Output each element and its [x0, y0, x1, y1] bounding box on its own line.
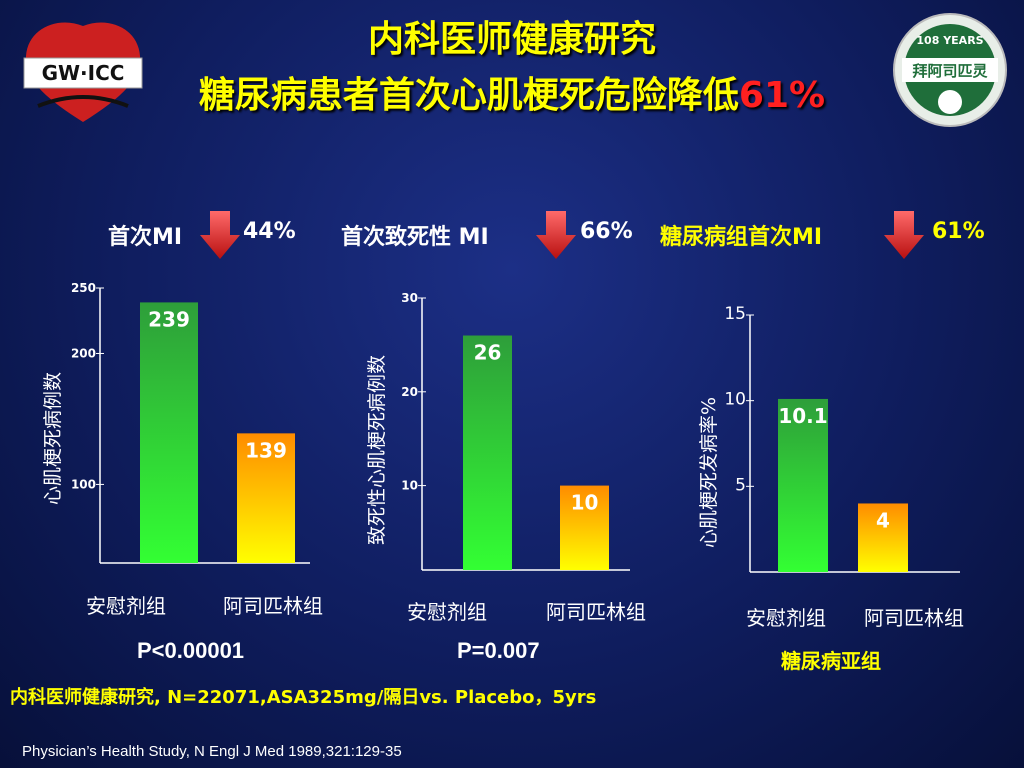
y-tick-label: 200: [71, 346, 96, 360]
bar-placebo: [463, 335, 512, 570]
header-first-mi-value: 44%: [243, 219, 296, 244]
bar-placebo: [778, 398, 828, 572]
subtitle-main: 糖尿病患者首次心肌梗死危险降低: [198, 75, 739, 116]
bar-value-label: 10.1: [778, 404, 827, 428]
chart2-category-placebo: 安慰剂组: [407, 600, 487, 624]
bar-value-label: 239: [148, 307, 190, 331]
y-tick-label: 30: [401, 291, 418, 305]
bar-value-label: 139: [245, 438, 287, 462]
chart1-p-value: P<0.00001: [137, 638, 245, 663]
y-tick-label: 100: [71, 477, 96, 491]
page-subtitle: 糖尿病患者首次心肌梗死危险降低61%: [0, 66, 1024, 118]
subtitle-highlight: 61%: [738, 75, 826, 116]
y-tick-label: 10: [401, 479, 418, 493]
header-fatal-mi-value: 66%: [580, 219, 633, 244]
chart3-category-placebo: 安慰剂组: [746, 606, 826, 630]
chart2-category-aspirin: 阿司匹林组: [546, 600, 646, 624]
study-footnote: 内科医师健康研究, N=22071,ASA325mg/隔日vs. Placebo…: [10, 687, 597, 708]
bar-placebo: [140, 302, 198, 563]
bayer-108-years-logo: 108 YEARS 拜阿司匹灵: [893, 13, 1007, 127]
y-tick-label: 20: [401, 385, 418, 399]
down-arrow-icon: [200, 211, 240, 259]
header-diabetes-mi-value: 61%: [932, 219, 985, 244]
logo-brand-text: 拜阿司匹灵: [912, 62, 988, 80]
bar-value-label: 26: [474, 341, 502, 365]
down-arrow-icon: [536, 211, 576, 259]
bar-value-label: 4: [876, 508, 890, 532]
chart3-category-aspirin: 阿司匹林组: [864, 606, 964, 630]
bar-aspirin: [237, 433, 295, 563]
reference-footnote: Physician’s Health Study, N Engl J Med 1…: [22, 743, 402, 760]
header-fatal-mi-label: 首次致死性 MI: [341, 225, 489, 250]
y-tick-label: 10: [724, 390, 746, 410]
y-tick-label: 15: [724, 304, 746, 324]
chart1-category-placebo: 安慰剂组: [86, 594, 166, 618]
logo-years-text: 108 YEARS: [916, 34, 983, 47]
page-title: 内科医师健康研究: [367, 19, 656, 60]
header-first-mi-label: 首次MI: [108, 225, 183, 250]
header-diabetes-mi-label: 糖尿病组首次MI: [660, 225, 823, 250]
bar-aspirin: [858, 503, 908, 572]
down-arrow-icon: [884, 211, 924, 259]
chart1-category-aspirin: 阿司匹林组: [223, 594, 323, 618]
chart2-p-value: P=0.007: [457, 638, 540, 663]
chart3-y-axis-label: 心肌梗死发病率%: [698, 396, 720, 548]
bar-aspirin: [560, 485, 609, 570]
gwicc-logo-text: GW·ICC: [42, 61, 125, 85]
y-tick-label: 250: [71, 281, 96, 295]
chart3-subtitle: 糖尿病亚组: [781, 649, 881, 673]
y-tick-label: 5: [735, 475, 746, 495]
bar-value-label: 10: [571, 491, 599, 515]
gwicc-logo: GW·ICC: [23, 22, 143, 122]
